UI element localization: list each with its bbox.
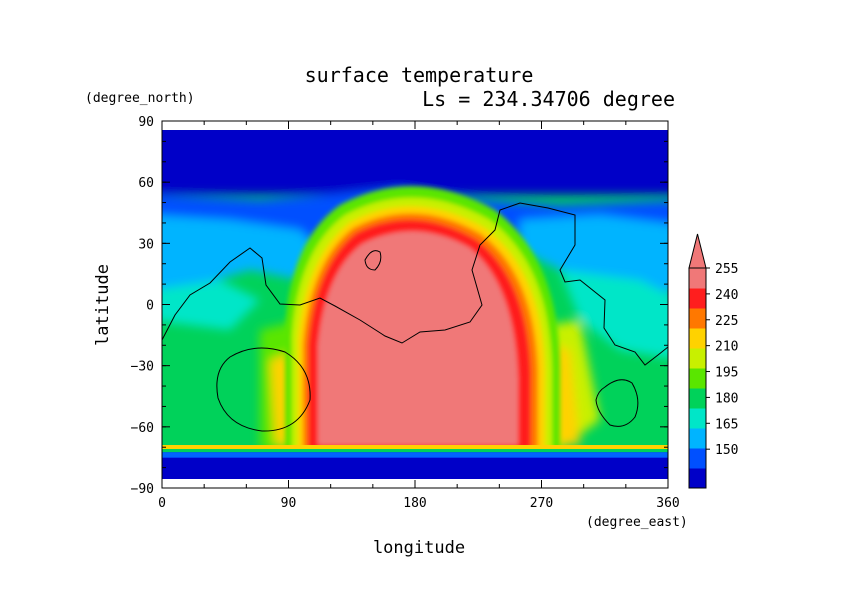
contour-lines (162, 202, 668, 432)
colorbar-extend-arrow (688, 233, 707, 269)
colorbar-swatch (689, 388, 706, 409)
y-tick-label: 60 (138, 176, 154, 191)
colorbar-swatch (689, 308, 706, 329)
y-tick-label: 30 (138, 237, 154, 252)
colorbar-tick-label: 150 (715, 443, 738, 458)
x-tick-label: 0 (158, 496, 166, 511)
chart-title: surface temperature (305, 63, 534, 87)
y-tick-label: 90 (138, 115, 154, 130)
axes: 0 90 180 270 360 90 60 30 0 −30 −60 −90 (131, 115, 680, 511)
x-axis-label: longitude (373, 538, 465, 558)
x-tick-label: 180 (403, 496, 426, 511)
chart-subtitle: Ls = 234.34706 degree (422, 87, 675, 111)
colorbar-tick-label: 225 (715, 314, 738, 329)
colorbar-tick-label: 180 (715, 391, 738, 406)
colorbar-swatch (689, 368, 706, 389)
colorbar-swatch (689, 468, 706, 489)
colorbar-swatch (689, 408, 706, 429)
x-units-label: (degree_east) (586, 515, 688, 530)
colorbar-swatch (689, 288, 706, 309)
y-tick-label: −90 (131, 482, 154, 497)
colorbar-swatch (689, 268, 706, 289)
colorbar-swatch (689, 448, 706, 469)
y-units-label: (degree_north) (85, 91, 195, 106)
y-tick-label: −30 (131, 360, 154, 375)
colorbar-tick-label: 165 (715, 417, 738, 432)
colorbar-swatch (689, 428, 706, 449)
y-tick-label: −60 (131, 421, 154, 436)
y-axis-label: latitude (93, 264, 113, 346)
colorbar-tick-label: 210 (715, 340, 738, 355)
colorbar: 150 165 180 195 210 225 240 255 (688, 233, 738, 489)
colorbar-frame (688, 267, 707, 489)
colorbar-swatch (689, 348, 706, 369)
colorbar-tick-label: 240 (715, 288, 738, 303)
x-tick-label: 90 (281, 496, 297, 511)
colorbar-tick-label: 195 (715, 366, 738, 381)
colorbar-swatch (689, 328, 706, 349)
y-tick-label: 0 (146, 299, 154, 314)
x-tick-label: 360 (656, 496, 679, 511)
colorbar-tick-label: 255 (715, 262, 738, 277)
temperature-field (162, 130, 668, 479)
x-tick-label: 270 (530, 496, 553, 511)
